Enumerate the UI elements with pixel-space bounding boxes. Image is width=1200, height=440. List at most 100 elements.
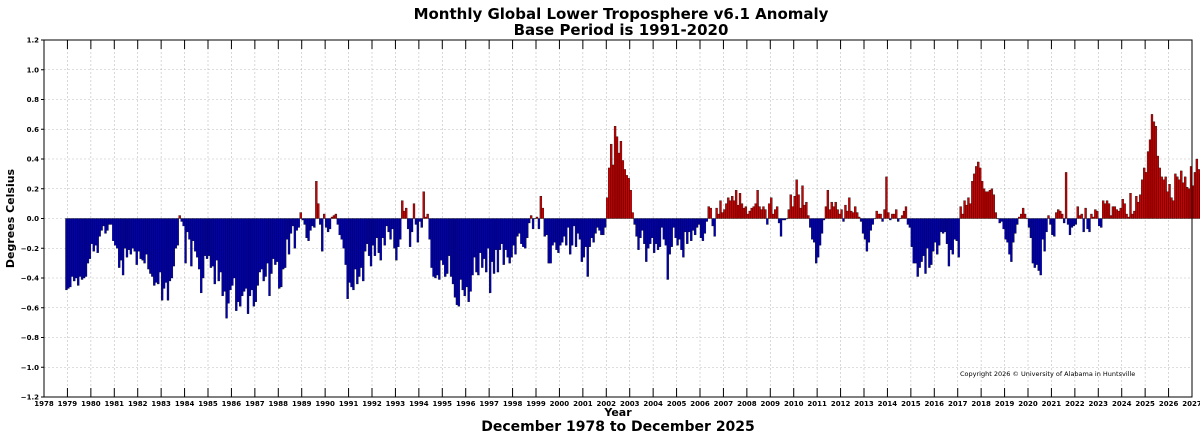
axis-ticks: 1978 1979 1980 1981 1982 1983 1984 1985 1986 1987…	[21, 37, 1200, 409]
anomaly-bar	[244, 218, 248, 289]
anomaly-bar	[633, 218, 636, 225]
anomaly-bar	[854, 206, 857, 219]
anomaly-bar	[563, 218, 566, 237]
anomaly-bar	[660, 218, 664, 228]
anomaly-bar	[371, 218, 375, 246]
anomaly-bar	[883, 209, 886, 219]
anomaly-bar	[309, 218, 312, 231]
anomaly-bar	[967, 197, 970, 219]
anomaly-bar	[190, 218, 193, 267]
anomaly-bar	[326, 218, 330, 233]
anomaly-bar	[908, 218, 912, 228]
anomaly-bar	[321, 218, 324, 252]
anomaly-bar	[389, 218, 392, 240]
anomaly-bar	[1061, 213, 1064, 219]
anomaly-bar	[1072, 218, 1076, 227]
anomaly-bar	[1006, 218, 1009, 243]
anomaly-bar	[615, 136, 619, 219]
anomaly-bar	[1150, 114, 1154, 219]
anomaly-bar	[1170, 197, 1173, 219]
anomaly-bar	[301, 218, 304, 221]
anomaly-bar	[682, 218, 685, 258]
anomaly-bar	[713, 218, 716, 237]
anomaly-bar	[703, 218, 707, 234]
anomaly-bar	[73, 218, 76, 282]
anomaly-bar	[1051, 218, 1054, 236]
anomaly-bar	[680, 218, 683, 250]
anomaly-bar	[1117, 210, 1120, 219]
anomaly-bar	[668, 218, 671, 255]
anomaly-bar	[118, 218, 121, 268]
anomaly-bar	[986, 191, 990, 219]
anomaly-bar	[686, 218, 689, 244]
anomaly-bar	[865, 218, 869, 252]
anomaly-bar	[213, 218, 216, 285]
anomaly-bar	[1055, 212, 1058, 219]
anomaly-bar	[836, 209, 839, 219]
x-tick-label: 2024	[1112, 400, 1132, 408]
anomaly-bar	[1115, 209, 1118, 219]
x-tick-label: 1983	[151, 400, 171, 408]
anomaly-bar	[289, 218, 293, 234]
anomaly-bar	[742, 207, 746, 219]
anomaly-bar	[979, 167, 982, 219]
anomaly-bar	[639, 218, 642, 239]
anomaly-bar	[565, 218, 568, 246]
anomaly-bar	[225, 218, 228, 319]
anomaly-bar	[461, 218, 464, 291]
x-tick-label: 1988	[269, 400, 289, 408]
anomaly-bar	[399, 218, 402, 240]
anomaly-bar	[157, 218, 160, 285]
anomaly-bar	[520, 218, 523, 244]
chart-title: Monthly Global Lower Troposphere v6.1 An…	[413, 5, 829, 23]
anomaly-bar	[811, 218, 814, 240]
anomaly-bar	[455, 218, 459, 305]
anomaly-bar	[78, 218, 82, 277]
anomaly-bar	[992, 194, 995, 219]
anomaly-bar	[104, 218, 107, 234]
anomaly-bar	[196, 218, 199, 258]
anomaly-bar	[734, 190, 738, 219]
anomaly-bar	[977, 161, 980, 219]
x-tick-label: 1982	[128, 400, 148, 408]
anomaly-bar	[705, 218, 708, 222]
anomaly-bar	[360, 218, 363, 268]
anomaly-bar	[809, 218, 812, 228]
anomaly-bar	[266, 218, 269, 264]
anomaly-bar	[422, 191, 425, 219]
anomaly-bar	[92, 218, 95, 252]
anomaly-bar	[391, 218, 394, 230]
x-tick-label: 2008	[737, 400, 757, 408]
anomaly-bar	[377, 218, 380, 253]
anomaly-bar	[774, 209, 777, 219]
anomaly-bar	[924, 218, 927, 274]
anomaly-bar	[758, 206, 761, 219]
anomaly-bar	[537, 218, 541, 230]
anomaly-bar	[1068, 218, 1072, 236]
anomaly-bar	[867, 218, 871, 243]
anomaly-bar	[241, 218, 244, 297]
y-tick-label: −0.4	[21, 275, 39, 283]
anomaly-bar	[221, 218, 224, 297]
anomaly-bar	[330, 216, 334, 219]
anomaly-bar	[114, 218, 117, 246]
y-tick-label: 0.2	[27, 185, 40, 193]
anomaly-bar	[84, 218, 88, 277]
anomaly-bar	[1111, 206, 1115, 219]
anomaly-bar	[342, 218, 345, 249]
anomaly-bar	[106, 218, 109, 231]
anomaly-bar	[1076, 206, 1079, 219]
anomaly-bar	[1016, 218, 1019, 225]
x-tick-label: 2021	[1042, 400, 1062, 408]
anomaly-bar	[922, 218, 925, 256]
anomaly-bar	[711, 218, 714, 227]
anomaly-bar	[276, 218, 279, 262]
anomaly-bar	[957, 218, 960, 258]
anomaly-bar	[852, 212, 855, 219]
anomaly-bar	[951, 218, 954, 255]
anomaly-bar	[405, 207, 408, 219]
anomaly-bar	[930, 218, 933, 265]
anomaly-bar	[1100, 218, 1103, 228]
anomaly-bar	[449, 218, 453, 277]
anomaly-bar	[857, 216, 861, 219]
